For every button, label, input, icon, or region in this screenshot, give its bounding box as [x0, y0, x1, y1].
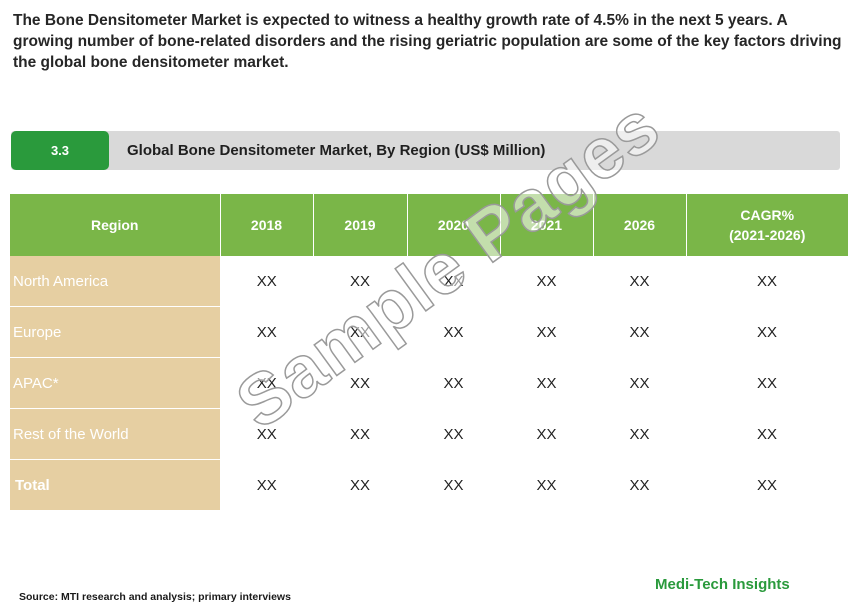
table-cell: XX: [407, 357, 500, 409]
row-region-label: APAC*: [10, 357, 221, 409]
table-cell: XX: [220, 459, 313, 511]
row-region-label: Rest of the World: [10, 408, 221, 460]
table-cell: XX: [500, 408, 593, 460]
header-region: Region: [10, 194, 221, 256]
table-row: North America XX XX XX XX XX XX: [10, 256, 848, 307]
row-region-label: North America: [10, 256, 221, 307]
table-cell: XX: [313, 408, 407, 460]
table-header-row: Region 2018 2019 2020 2021 2026 CAGR% (20…: [10, 194, 848, 256]
row-region-label: Total: [10, 459, 221, 511]
table-cell: XX: [500, 256, 593, 307]
table-cell: XX: [593, 306, 686, 358]
header-cagr-line2: (2021-2026): [729, 227, 806, 243]
table-cell: XX: [407, 256, 500, 307]
section-title: Global Bone Densitometer Market, By Regi…: [127, 142, 546, 159]
row-region-label: Europe: [10, 306, 221, 358]
header-2020: 2020: [407, 194, 501, 256]
table-row: APAC* XX XX XX XX XX XX: [10, 357, 848, 409]
source-note: Source: MTI research and analysis; prima…: [19, 591, 291, 603]
table-cell: XX: [407, 459, 500, 511]
header-cagr-line1: CAGR%: [740, 207, 795, 223]
table-cell: XX: [313, 306, 407, 358]
table-cell: XX: [686, 306, 848, 358]
table-cell: XX: [220, 256, 313, 307]
header-2021: 2021: [500, 194, 594, 256]
market-table: Region 2018 2019 2020 2021 2026 CAGR% (20…: [10, 194, 848, 511]
table-row-total: Total XX XX XX XX XX XX: [10, 459, 848, 511]
table-cell: XX: [686, 357, 848, 409]
section-number: 3.3: [11, 131, 109, 170]
table-cell: XX: [686, 408, 848, 460]
table-cell: XX: [500, 459, 593, 511]
table-cell: XX: [593, 256, 686, 307]
table-row: Rest of the World XX XX XX XX XX XX: [10, 408, 848, 460]
header-2018: 2018: [220, 194, 314, 256]
table-cell: XX: [407, 306, 500, 358]
table-cell: XX: [500, 306, 593, 358]
table-cell: XX: [313, 357, 407, 409]
header-2026: 2026: [593, 194, 687, 256]
table-cell: XX: [593, 459, 686, 511]
table-cell: XX: [686, 256, 848, 307]
table-cell: XX: [220, 357, 313, 409]
table-cell: XX: [593, 408, 686, 460]
header-cagr: CAGR% (2021-2026): [686, 194, 848, 256]
table-cell: XX: [220, 306, 313, 358]
table-cell: XX: [686, 459, 848, 511]
section-header-bar: 3.3 Global Bone Densitometer Market, By …: [11, 131, 840, 170]
table-cell: XX: [313, 256, 407, 307]
table-cell: XX: [500, 357, 593, 409]
header-2019: 2019: [313, 194, 408, 256]
table-cell: XX: [593, 357, 686, 409]
table-cell: XX: [407, 408, 500, 460]
table-cell: XX: [220, 408, 313, 460]
intro-paragraph: The Bone Densitometer Market is expected…: [13, 12, 842, 71]
table-row: Europe XX XX XX XX XX XX: [10, 306, 848, 358]
table-cell: XX: [313, 459, 407, 511]
brand-logo-text: Medi-Tech Insights: [655, 576, 790, 593]
